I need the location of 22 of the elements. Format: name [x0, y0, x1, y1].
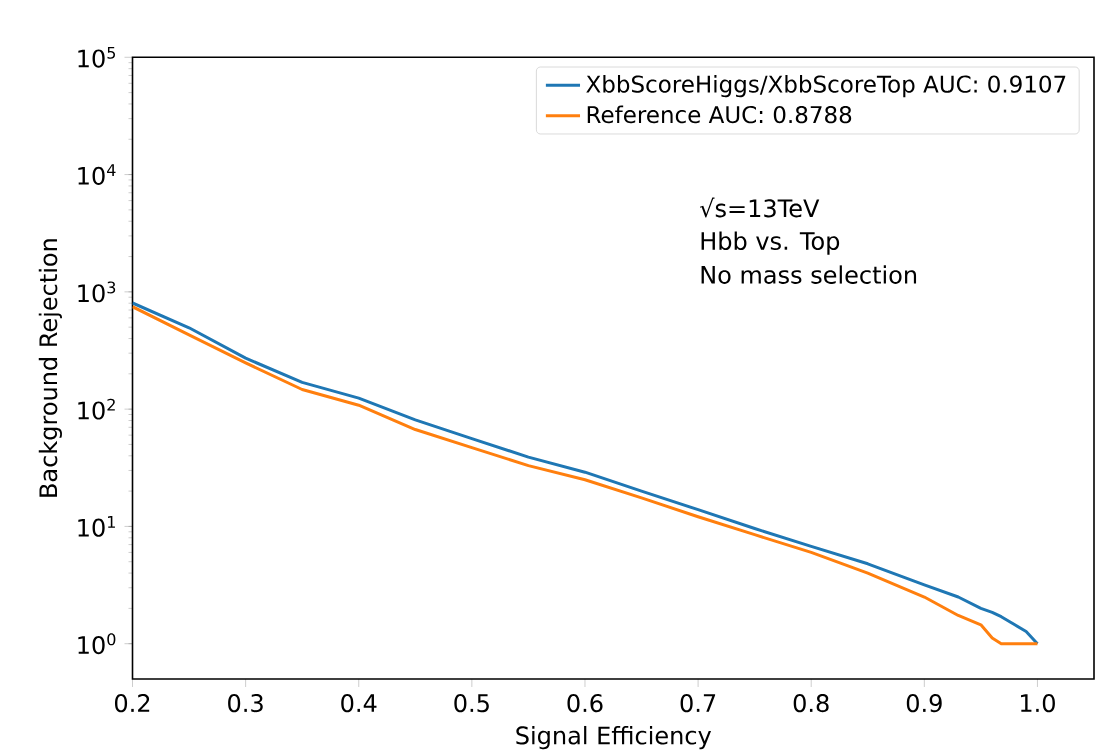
x-axis-title: Signal Efficiency — [516, 726, 712, 750]
x-tick-label: 0.8 — [793, 694, 829, 713]
annotation: Hbb vs. Top — [701, 231, 840, 255]
legend-label: Reference AUC: 0.8788 — [587, 105, 852, 124]
y-tick-label: 10$^{1}$ — [78, 516, 115, 537]
x-tick-label: 0.4 — [341, 694, 377, 713]
annotation: √s=13TeV — [699, 197, 820, 218]
x-tick-label: 1.0 — [1021, 694, 1055, 713]
y-tick-label: 10$^{3}$ — [78, 281, 116, 303]
y-axis-title: Background Rejection — [38, 239, 62, 497]
x-tick-label: 0.7 — [680, 694, 716, 713]
y-tick-label: 10$^{0}$ — [78, 633, 116, 655]
legend-label: XbbScoreHiggs/XbbScoreTop AUC: 0.9107 — [586, 75, 1066, 98]
annotation: No mass selection — [701, 265, 917, 284]
y-tick-label: 10$^{4}$ — [78, 164, 116, 186]
x-tick-label: 0.2 — [114, 694, 150, 713]
y-tick-label: 10$^{5}$ — [78, 47, 116, 68]
x-tick-label: 0.5 — [454, 694, 489, 713]
x-tick-label: 0.3 — [228, 694, 263, 713]
x-tick-label: 0.9 — [906, 694, 942, 713]
y-tick-label: 10$^{2}$ — [78, 398, 115, 420]
x-tick-label: 0.6 — [567, 694, 603, 713]
